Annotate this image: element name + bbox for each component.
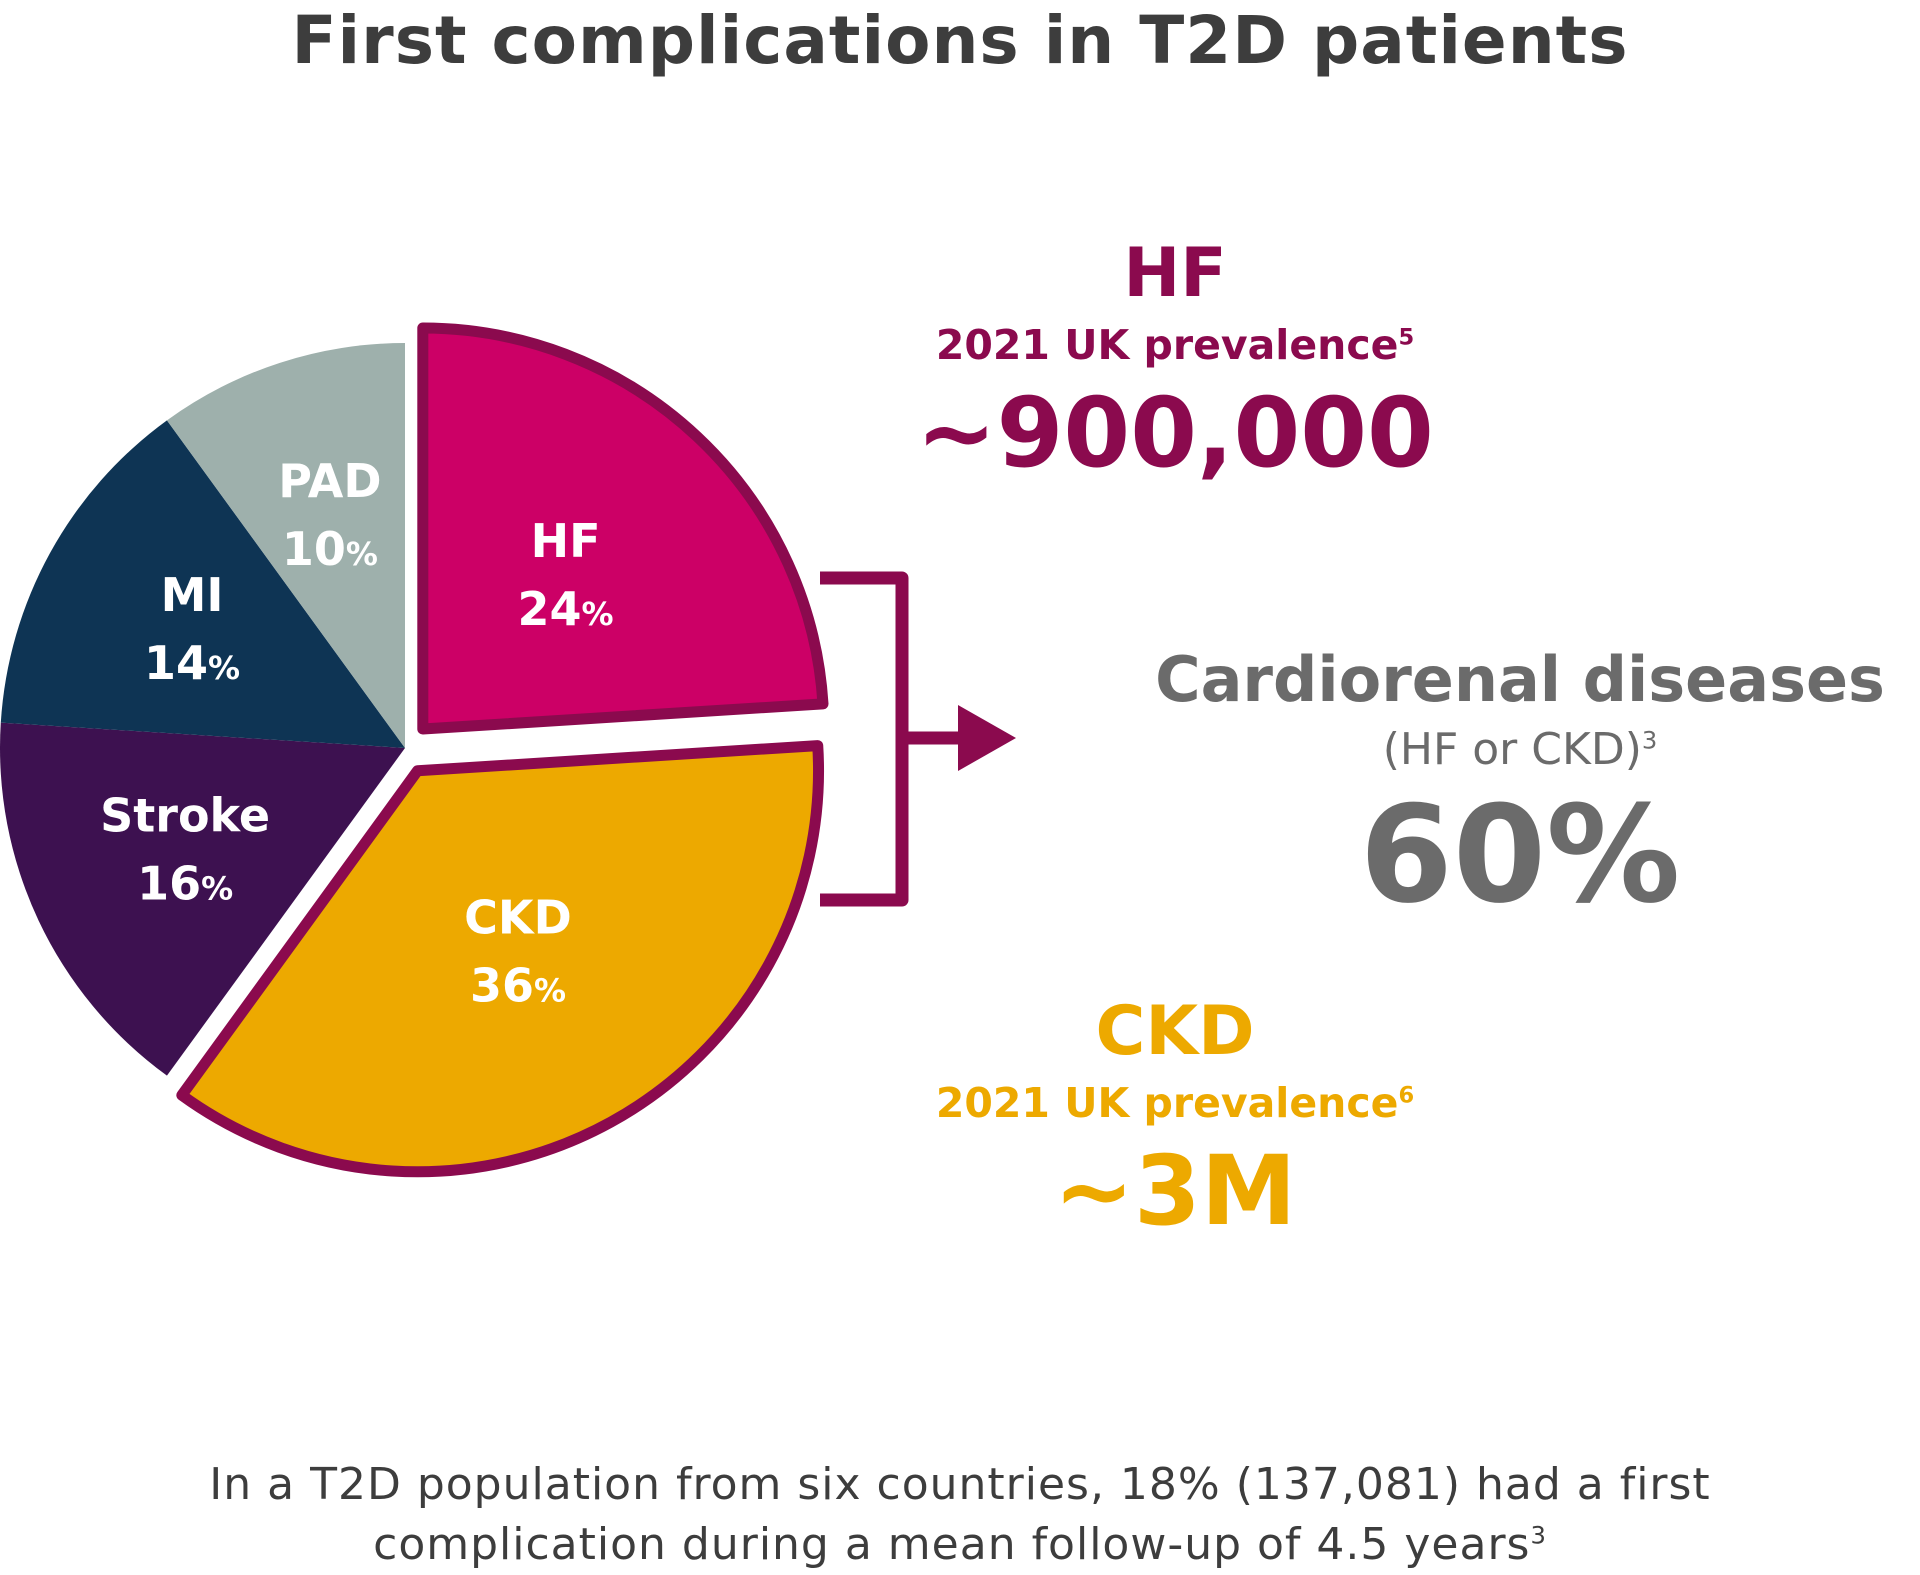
hf-prevalence-value: ~900,000 xyxy=(916,377,1434,489)
pie-labels: HF 24% CKD 36% Stroke 16% MI 14% PAD 10% xyxy=(100,454,613,1013)
hf-reference: 5 xyxy=(1398,324,1415,351)
pie-value-hf: 24% xyxy=(518,582,614,636)
footnote-line-2-text: complication during a mean follow-up of … xyxy=(373,1519,1531,1570)
ckd-subtitle-text: 2021 UK prevalence xyxy=(935,1079,1399,1127)
ckd-reference: 6 xyxy=(1398,1082,1415,1109)
cardiorenal-value: 60% xyxy=(1359,777,1681,933)
ckd-heading: CKD xyxy=(1095,992,1255,1071)
arrow-head-icon xyxy=(958,705,1016,771)
ckd-prevalence-value: ~3M xyxy=(1053,1135,1297,1247)
pie-slice-stroke xyxy=(0,722,405,1076)
hf-subtitle-text: 2021 UK prevalence xyxy=(935,321,1399,369)
cardiorenal-bracket xyxy=(820,571,909,907)
pie-label-hf: HF xyxy=(531,514,601,568)
ckd-subtitle: 2021 UK prevalence6 xyxy=(870,1074,1480,1132)
page-title: First complications in T2D patients xyxy=(291,2,1629,79)
pie-value-pad: 10% xyxy=(282,522,378,576)
pie-value-stroke: 16% xyxy=(137,856,233,910)
cardiorenal-heading: Cardiorenal diseases xyxy=(1155,643,1885,716)
ckd-callout: CKD 2021 UK prevalence6 ~3M xyxy=(870,990,1480,1250)
pie-slice-mi xyxy=(0,420,406,748)
pie-value-ckd: 36% xyxy=(470,959,566,1013)
pie-label-pad: PAD xyxy=(278,454,381,508)
hf-heading: HF xyxy=(1123,234,1227,313)
pie-slices xyxy=(0,322,829,1178)
cardiorenal-callout: Cardiorenal diseases (HF or CKD)3 60% xyxy=(1120,640,1920,930)
pie-label-stroke: Stroke xyxy=(100,788,270,842)
pie-value-mi: 14% xyxy=(144,636,240,690)
pie-slice-ckd xyxy=(176,740,824,1178)
footnote: In a T2D population from six countries, … xyxy=(0,1455,1920,1575)
cardiorenal-subtitle: (HF or CKD)3 xyxy=(1120,720,1920,780)
hf-callout: HF 2021 UK prevalence5 ~900,000 xyxy=(870,232,1480,492)
pie-label-mi: MI xyxy=(161,568,224,622)
cardiorenal-reference: 3 xyxy=(1641,726,1658,755)
pie-label-ckd: CKD xyxy=(464,891,572,945)
footnote-line-2: complication during a mean follow-up of … xyxy=(0,1515,1920,1575)
cardiorenal-subtitle-text: (HF or CKD) xyxy=(1382,724,1642,775)
pie-slice-pad xyxy=(166,343,405,748)
hf-subtitle: 2021 UK prevalence5 xyxy=(870,316,1480,374)
footnote-reference: 3 xyxy=(1530,1521,1547,1550)
pie-slice-hf xyxy=(417,322,829,735)
footnote-line-1: In a T2D population from six countries, … xyxy=(209,1459,1711,1510)
